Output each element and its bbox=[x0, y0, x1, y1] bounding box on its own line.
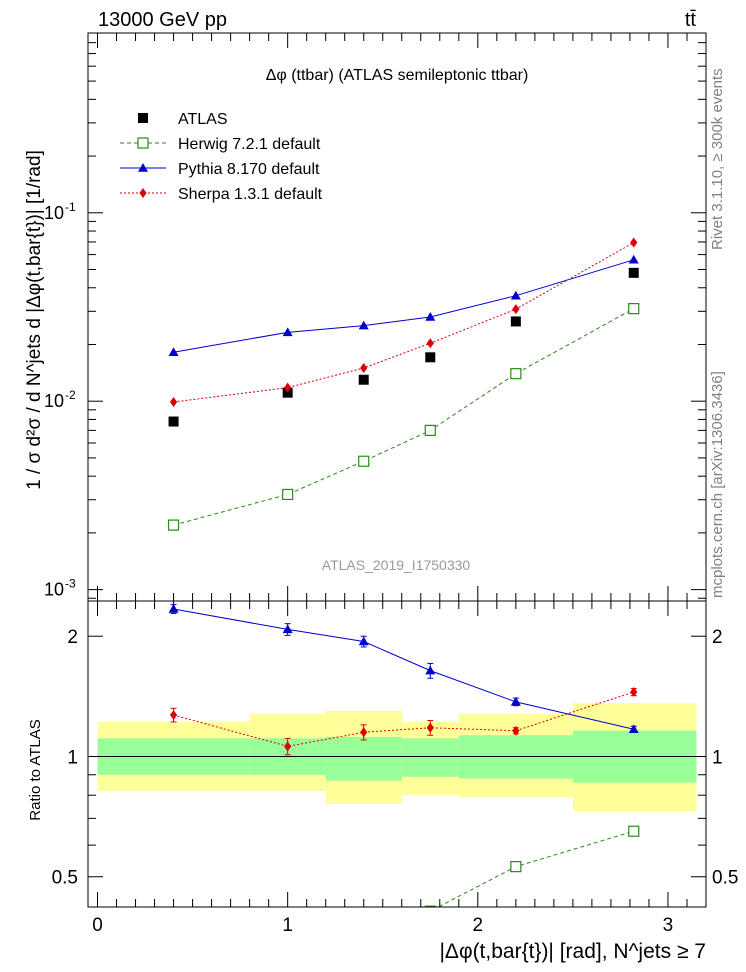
data-point bbox=[168, 347, 179, 356]
data-point bbox=[424, 424, 436, 436]
main-y-tick-label: 10 bbox=[44, 203, 64, 223]
ratio-frame bbox=[87, 600, 707, 908]
x-tick-label: 0 bbox=[92, 915, 103, 936]
legend-marker bbox=[138, 113, 148, 123]
main-y-tick-label-exponent: -3 bbox=[65, 577, 76, 591]
main-y-tick-label-exponent: -2 bbox=[65, 388, 76, 402]
main-plot-series bbox=[167, 237, 640, 531]
energy-label: 13000 GeV pp bbox=[98, 9, 227, 31]
data-point bbox=[510, 290, 521, 300]
ratio-point bbox=[628, 724, 639, 733]
data-point bbox=[628, 267, 639, 278]
legend-entry-atlas: ATLAS bbox=[138, 111, 228, 128]
chart-title: Δφ (ttbar) (ATLAS semileptonic ttbar) bbox=[266, 67, 529, 84]
main-y-tick-label: 10 bbox=[44, 391, 64, 411]
data-point bbox=[512, 304, 520, 315]
legend-entry-pythia-8-170-default: Pythia 8.170 default bbox=[120, 161, 320, 178]
data-point bbox=[282, 327, 293, 337]
ratio-y-tick-label-left: 2 bbox=[67, 627, 78, 648]
data-point bbox=[425, 311, 436, 321]
series-herwig-7-2-1-default bbox=[167, 303, 640, 531]
data-point bbox=[360, 363, 368, 374]
data-point bbox=[426, 338, 434, 349]
analysis-watermark: ATLAS_2019_I1750330 bbox=[322, 557, 471, 573]
legend-label: Herwig 7.2.1 default bbox=[178, 136, 321, 153]
ratio-point bbox=[426, 722, 434, 733]
data-point bbox=[628, 254, 639, 264]
series-sherpa-1-3-1-default bbox=[169, 237, 638, 408]
data-point bbox=[282, 387, 293, 398]
x-tick-label: 3 bbox=[663, 915, 674, 936]
ratio-y-tick-label-right: 0.5 bbox=[712, 868, 738, 889]
x-tick-label: 1 bbox=[282, 915, 293, 936]
series-pythia-8-170-default bbox=[168, 254, 639, 356]
data-point bbox=[425, 352, 436, 363]
ratio-y-tick-label-left: 0.5 bbox=[52, 868, 78, 889]
data-point bbox=[168, 416, 179, 427]
legend-marker bbox=[138, 163, 148, 172]
ratio-y-tick-label-left: 1 bbox=[67, 747, 78, 768]
plot-axes: 10-310-210 -10.5 0.51 12 20 1 2 3 bbox=[44, 32, 738, 936]
ratio-y-tick-label-right: 1 bbox=[712, 747, 723, 768]
ratio-point bbox=[284, 741, 292, 752]
ratio-series-line bbox=[173, 608, 634, 730]
data-point bbox=[358, 374, 369, 385]
data-point bbox=[167, 519, 180, 531]
ratio-series-sherpa-1-3-1-default bbox=[169, 687, 638, 756]
ratio-point bbox=[358, 636, 369, 646]
data-point bbox=[628, 303, 640, 315]
ratio-point bbox=[425, 665, 436, 675]
x-tick-label: 2 bbox=[473, 915, 484, 936]
main-y-axis-label: 1 / σ d²σ / d N^jets d |Δφ(t,bar{t})| [1… bbox=[24, 150, 45, 490]
ratio-y-axis-label: Ratio to ATLAS bbox=[27, 719, 44, 820]
process-label: tt̄ bbox=[685, 9, 697, 31]
ratio-series-line bbox=[437, 830, 634, 907]
ratio-point bbox=[510, 696, 521, 706]
series-atlas bbox=[168, 267, 639, 427]
data-point bbox=[358, 455, 370, 467]
legend-marker bbox=[137, 137, 149, 149]
data-point bbox=[169, 397, 178, 408]
ratio-point bbox=[282, 624, 293, 634]
data-point bbox=[358, 320, 369, 330]
legend-label: Sherpa 1.3.1 default bbox=[178, 186, 323, 203]
ratio-series-clipped bbox=[168, 603, 640, 972]
main-y-tick-label-exponent: -1 bbox=[65, 200, 76, 214]
series-line bbox=[173, 242, 634, 403]
legend-label: Pythia 8.170 default bbox=[178, 161, 320, 178]
ratio-series-line bbox=[173, 691, 634, 747]
rivet-label: Rivet 3.1.10, ≥ 300k events bbox=[709, 68, 726, 250]
ratio-uncertainty-bands bbox=[88, 703, 706, 812]
ratio-point bbox=[510, 861, 522, 873]
inner-band bbox=[325, 736, 402, 781]
ratio-point bbox=[628, 825, 640, 837]
ratio-y-tick-label-right: 2 bbox=[712, 627, 723, 648]
inner-band bbox=[401, 738, 459, 777]
ratio-point bbox=[360, 727, 368, 738]
mcplots-label: mcplots.cern.ch [arXiv:1306.3436] bbox=[709, 371, 726, 598]
series-line bbox=[173, 259, 634, 353]
legend-entry-sherpa-1-3-1-default: Sherpa 1.3.1 default bbox=[120, 186, 323, 203]
legend-label: ATLAS bbox=[178, 111, 228, 128]
data-point bbox=[510, 368, 522, 380]
ratio-point bbox=[630, 687, 638, 698]
legend-entry-herwig-7-2-1-default: Herwig 7.2.1 default bbox=[120, 136, 321, 153]
main-y-tick-label: 10 bbox=[44, 580, 64, 600]
data-point bbox=[284, 382, 292, 393]
ratio-point bbox=[283, 966, 293, 972]
legend-marker bbox=[139, 188, 147, 198]
data-point bbox=[282, 488, 294, 501]
ratio-series-pythia-8-170-default bbox=[168, 603, 639, 733]
x-axis-label: |Δφ(t,bar{t})| [rad], N^jets ≥ 7 bbox=[439, 940, 706, 963]
ratio-point bbox=[424, 905, 436, 907]
data-point bbox=[630, 237, 638, 248]
ratio-point bbox=[512, 725, 520, 736]
ratio-plot-series bbox=[168, 603, 640, 972]
legend: ATLAS Herwig 7.2.1 default Pythia 8.170 de… bbox=[120, 111, 323, 203]
ratio-point bbox=[169, 710, 178, 721]
ratio-point bbox=[359, 924, 369, 934]
series-line bbox=[173, 308, 634, 526]
data-point bbox=[510, 316, 521, 327]
